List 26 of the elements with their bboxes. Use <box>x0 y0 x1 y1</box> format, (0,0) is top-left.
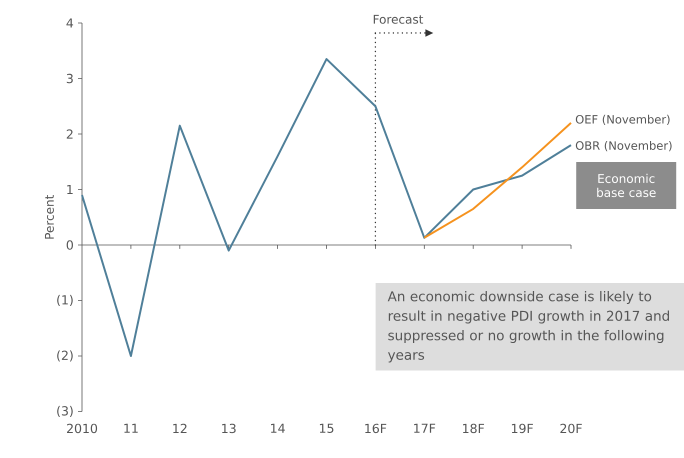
x-tick-label: 11 <box>124 424 138 433</box>
y-tick-label: 0 <box>66 240 73 250</box>
annotation: An economic downside case is likely to result in negative PDI growth in 2017 and suppressed or no growth in the following years <box>388 290 669 363</box>
series-label: OEF (November) <box>576 114 670 126</box>
y-tick-label: 2 <box>66 129 73 139</box>
y-tick-label: 4 <box>66 18 74 28</box>
y-tick-label: (1) <box>57 294 73 306</box>
series-label: OBR (November) <box>576 140 672 152</box>
y-axis-title: Percent <box>44 194 54 239</box>
y-tick-label: (2) <box>57 350 73 362</box>
x-tick-label: 18F <box>463 424 484 434</box>
y-tick-label: (3) <box>57 406 73 418</box>
x-tick-label: 17F <box>414 424 436 433</box>
ref-line-label: Forecast <box>374 14 424 24</box>
y-tick-label: 1 <box>67 184 73 194</box>
x-tick-label: 16F <box>365 424 386 434</box>
x-tick-label: 19F <box>512 424 533 434</box>
x-tick-label: 15 <box>320 424 334 433</box>
x-tick-label: 2010 <box>67 424 98 434</box>
text: Economic base case <box>597 174 656 198</box>
x-tick-label: 14 <box>271 424 285 433</box>
x-tick-label: 12 <box>173 424 186 433</box>
y-tick-label: 3 <box>66 74 73 84</box>
x-tick-label: 13 <box>222 424 236 434</box>
x-tick-label: 20F <box>560 424 582 434</box>
line-series <box>423 122 572 239</box>
